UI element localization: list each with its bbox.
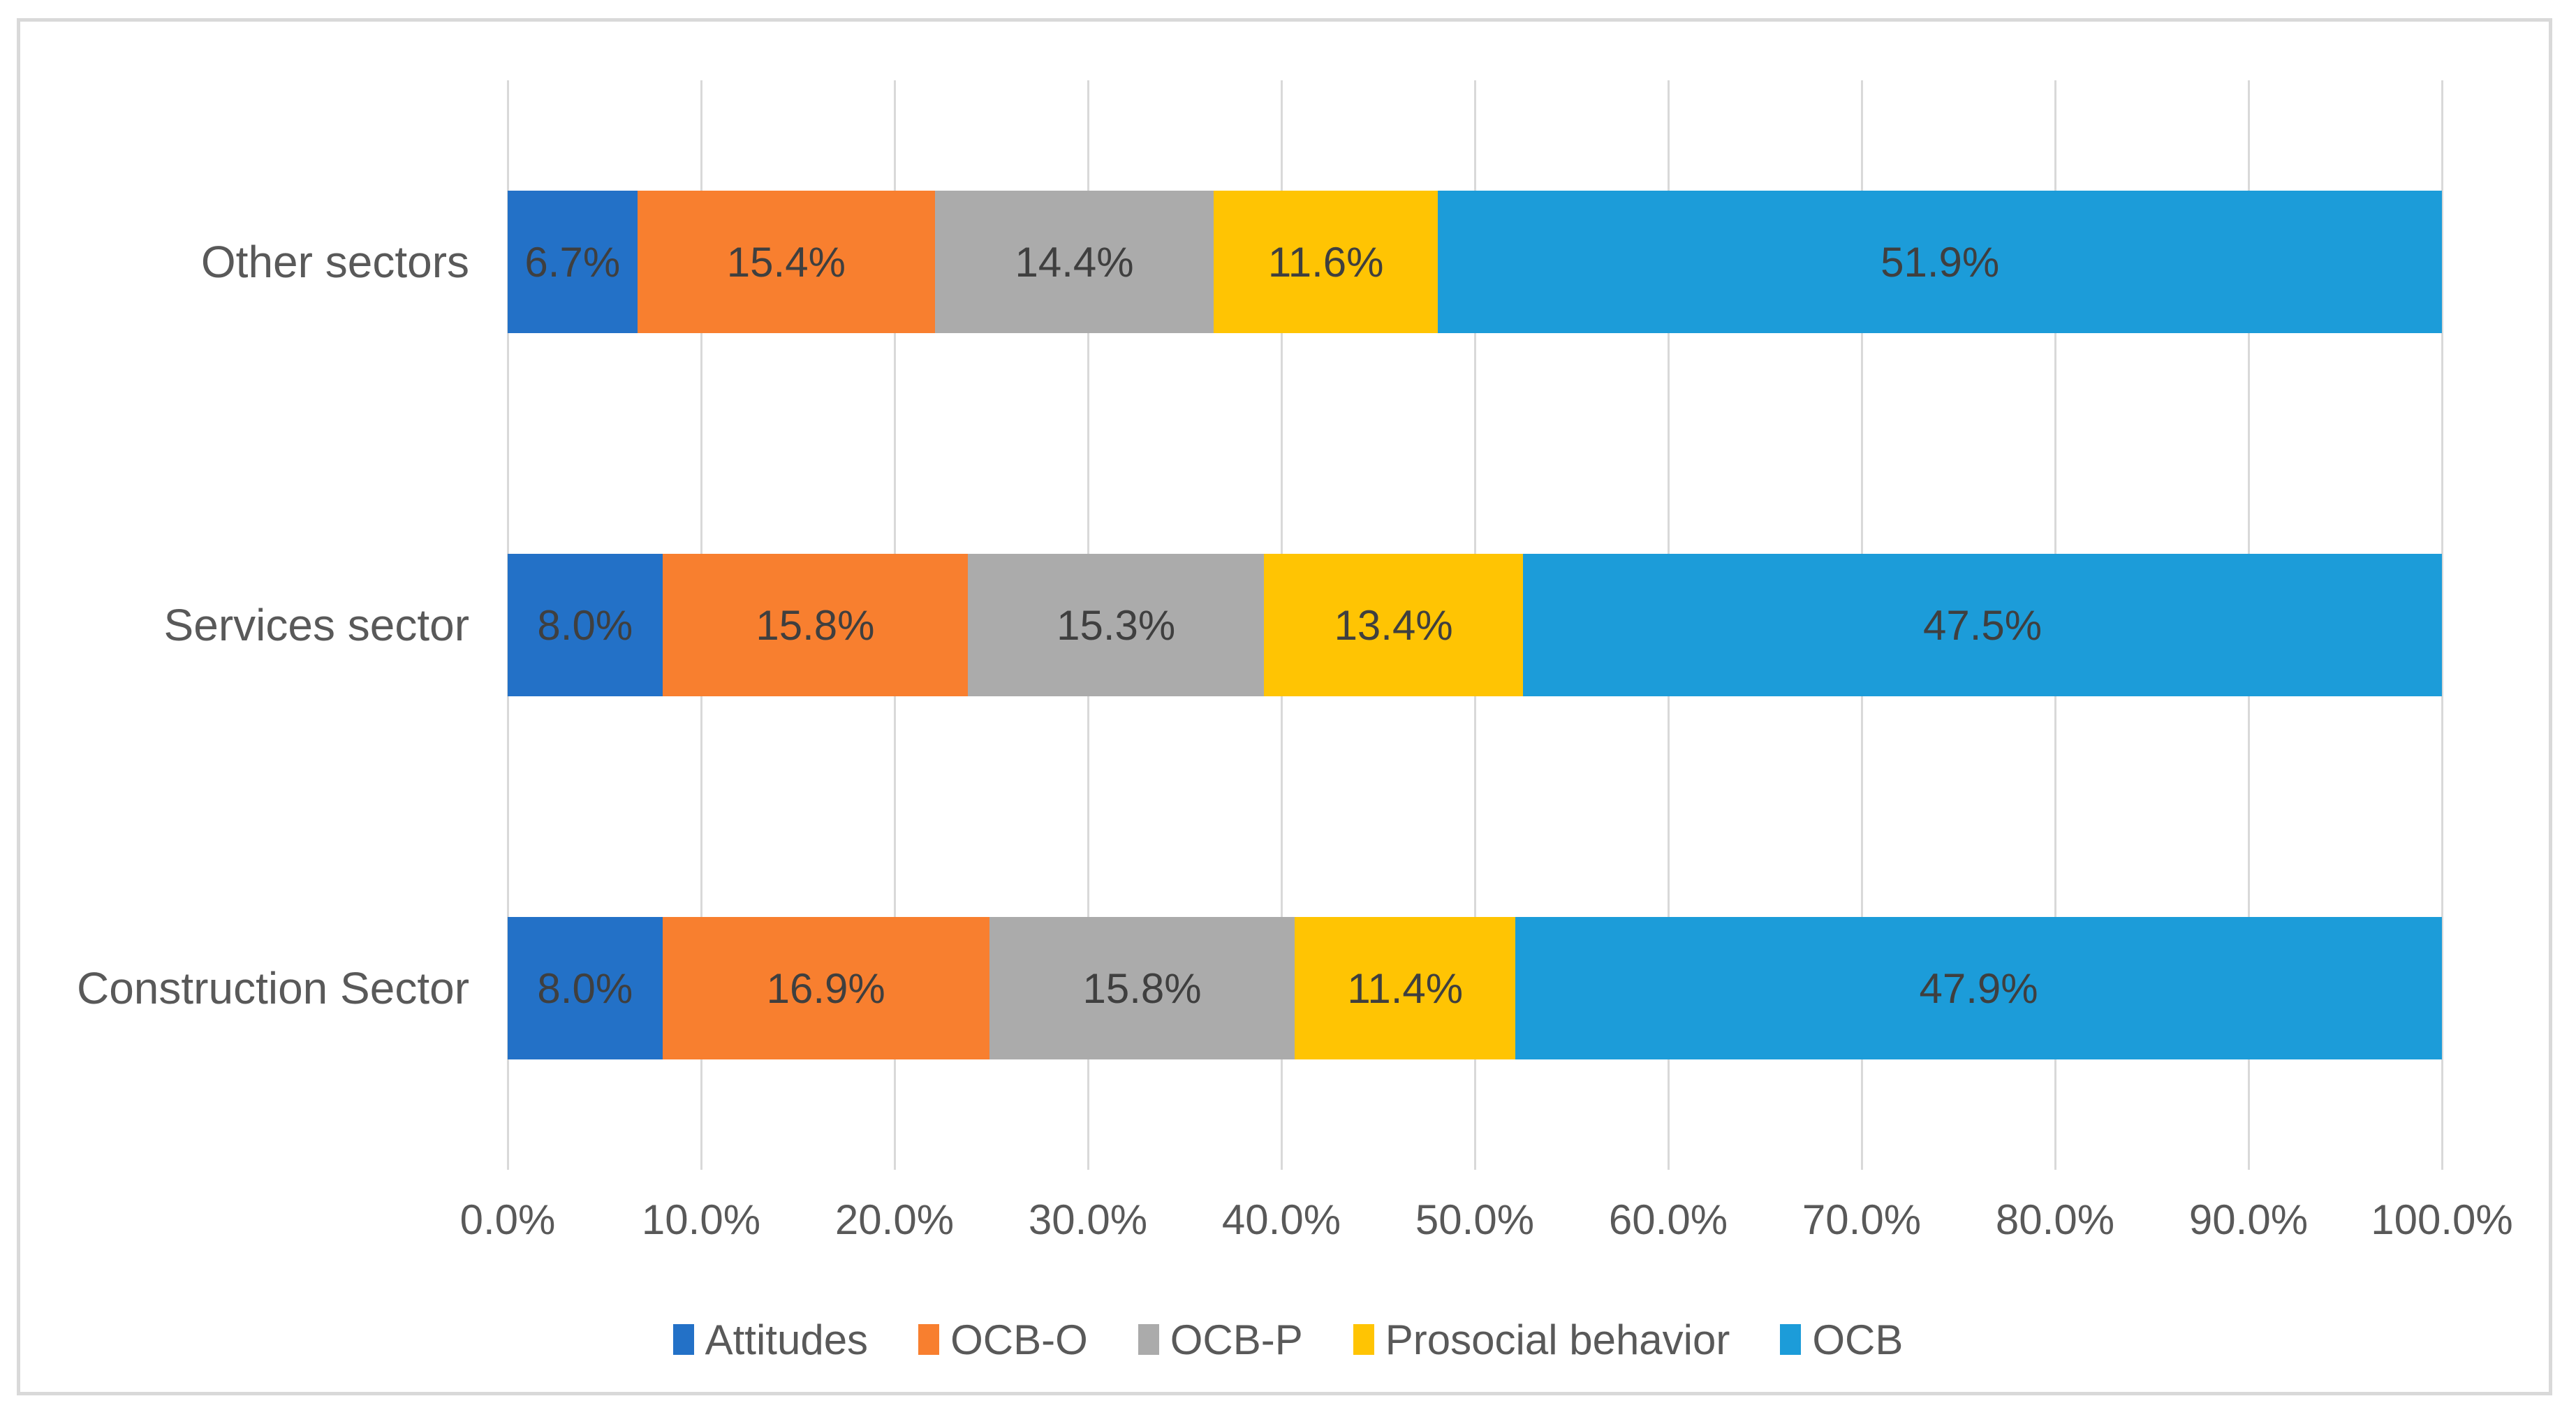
data-label: 47.9%: [1919, 964, 2038, 1012]
data-label: 11.4%: [1347, 964, 1464, 1012]
x-tick-label: 10.0%: [641, 1196, 761, 1243]
x-tick-label: 90.0%: [2188, 1196, 2309, 1243]
legend-item: OCB: [1780, 1316, 1903, 1364]
data-label: 13.4%: [1334, 601, 1453, 649]
data-label: 15.4%: [726, 238, 846, 286]
bar-segment: 6.7%: [508, 191, 638, 333]
chart-border-frame: [17, 18, 2552, 1395]
legend-swatch: [1138, 1324, 1159, 1355]
category-label: Services sector: [163, 600, 469, 650]
category-label: Construction Sector: [76, 963, 469, 1013]
bar-segment: 15.8%: [662, 554, 969, 696]
legend-item: OCB-P: [1138, 1316, 1303, 1364]
x-tick-label: 70.0%: [1802, 1196, 1922, 1243]
bar-segment: 11.6%: [1214, 191, 1438, 333]
x-tick-label: 0.0%: [459, 1196, 556, 1243]
legend-label: OCB-P: [1170, 1316, 1303, 1363]
x-tick-label: 100.0%: [2371, 1196, 2513, 1243]
data-label: 6.7%: [524, 238, 621, 286]
data-label: 51.9%: [1881, 238, 2000, 286]
legend-label: OCB-O: [950, 1316, 1088, 1363]
data-label: 8.0%: [537, 964, 633, 1012]
legend-label: OCB: [1812, 1316, 1904, 1363]
bar-segment: 51.9%: [1438, 191, 2442, 333]
legend: Attitudes OCB-O OCB-P Prosocial behavior OCB: [0, 1307, 2576, 1372]
data-label: 8.0%: [537, 601, 633, 649]
bar-row: 8.0% 15.8% 15.3% 13.4% 47.5%: [508, 554, 2442, 696]
x-tick-label: 50.0%: [1415, 1196, 1535, 1243]
data-label: 47.5%: [1923, 601, 2043, 649]
bar-segment: 8.0%: [508, 917, 663, 1059]
bar-segment: 15.8%: [989, 917, 1295, 1059]
legend-swatch: [672, 1324, 694, 1355]
legend-item: Attitudes: [672, 1316, 869, 1364]
data-label: 16.9%: [766, 964, 885, 1012]
bar-segment: 14.4%: [935, 191, 1214, 333]
x-tick-label: 40.0%: [1221, 1196, 1341, 1243]
data-label: 15.8%: [756, 601, 875, 649]
x-tick-label: 80.0%: [1995, 1196, 2115, 1243]
bar-segment: 15.4%: [637, 191, 936, 333]
data-label: 15.8%: [1082, 964, 1202, 1012]
bar-segment: 15.3%: [968, 554, 1265, 696]
x-tick-label: 20.0%: [834, 1196, 955, 1243]
legend-swatch: [918, 1324, 940, 1355]
legend-label: Prosocial behavior: [1385, 1316, 1730, 1363]
legend-swatch: [1780, 1324, 1802, 1355]
legend-swatch: [1353, 1324, 1374, 1355]
bar-row: 6.7% 15.4% 14.4% 11.6% 51.9%: [508, 191, 2442, 333]
bar-segment: 47.9%: [1515, 917, 2442, 1059]
legend-label: Attitudes: [705, 1316, 869, 1363]
bar-row: 8.0% 16.9% 15.8% 11.4% 47.9%: [508, 917, 2442, 1059]
category-label: Other sectors: [200, 237, 469, 287]
x-tick-label: 60.0%: [1608, 1196, 1728, 1243]
bar-segment: 11.4%: [1295, 917, 1516, 1059]
data-label: 15.3%: [1057, 601, 1176, 649]
bar-segment: 47.5%: [1523, 554, 2442, 696]
bar-segment: 8.0%: [508, 554, 663, 696]
plot-area: 6.7% 15.4% 14.4% 11.6% 51.9% 8.0% 15.8% 15.3% 13…: [507, 80, 2443, 1170]
data-label: 14.4%: [1015, 238, 1134, 286]
gridline: [2441, 80, 2443, 1170]
data-label: 11.6%: [1267, 238, 1384, 286]
bar-segment: 16.9%: [662, 917, 989, 1059]
bar-segment: 13.4%: [1264, 554, 1524, 696]
x-tick-label: 30.0%: [1028, 1196, 1148, 1243]
legend-item: Prosocial behavior: [1353, 1316, 1730, 1364]
legend-item: OCB-O: [918, 1316, 1088, 1364]
